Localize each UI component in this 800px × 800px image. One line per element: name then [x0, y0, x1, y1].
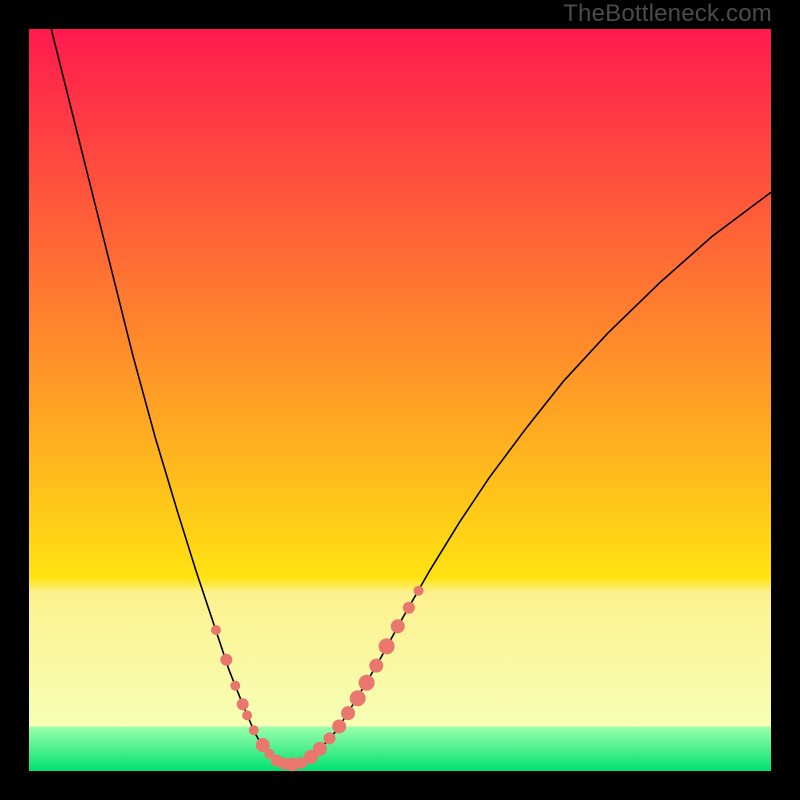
marker-point	[379, 638, 395, 654]
marker-point	[249, 725, 259, 735]
scatter-markers	[29, 29, 771, 771]
marker-point	[211, 625, 221, 635]
marker-point	[220, 654, 232, 666]
marker-point	[369, 659, 383, 673]
marker-point	[324, 732, 336, 744]
marker-point	[350, 690, 366, 706]
marker-point	[332, 719, 346, 733]
marker-point	[313, 742, 327, 756]
marker-point	[237, 698, 249, 710]
marker-point	[414, 586, 424, 596]
marker-point	[391, 619, 405, 633]
marker-point	[403, 602, 415, 614]
marker-point	[341, 706, 355, 720]
marker-point	[230, 681, 240, 691]
marker-point	[359, 675, 375, 691]
watermark-text: TheBottleneck.com	[563, 0, 772, 28]
plot-area	[29, 29, 771, 771]
marker-point	[242, 710, 252, 720]
